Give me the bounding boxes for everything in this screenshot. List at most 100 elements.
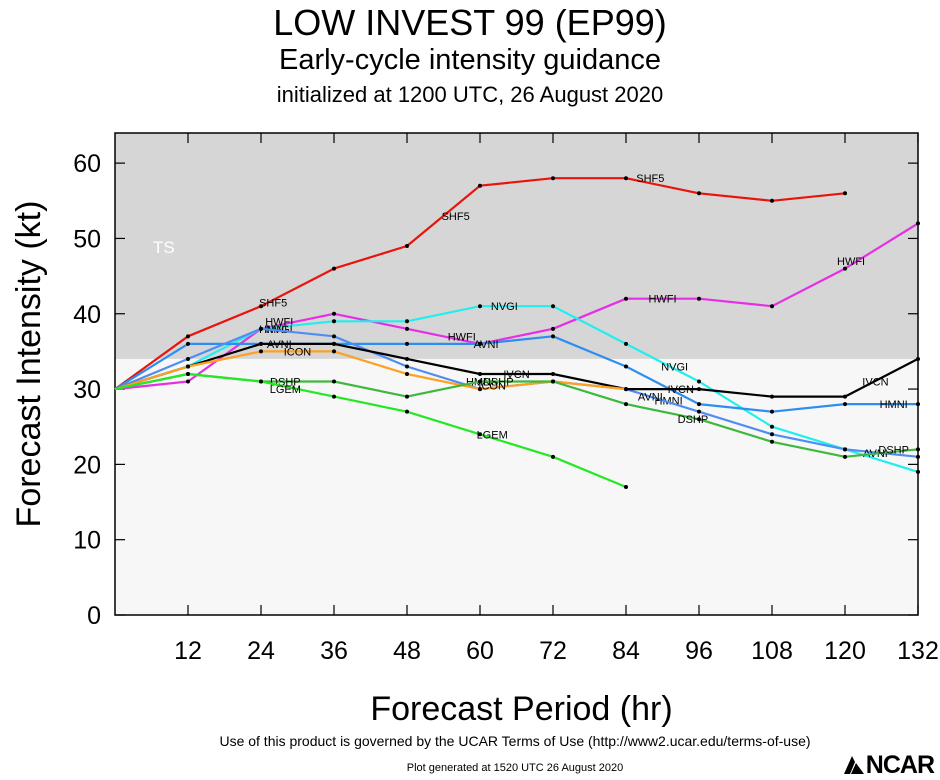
data-point-icon <box>186 364 190 369</box>
data-point-lgem <box>624 484 628 489</box>
data-point-hmni <box>843 402 847 407</box>
intensity-band-0 <box>115 133 918 359</box>
series-label-hmni: HMNI <box>880 399 908 411</box>
data-point-avni <box>405 364 409 369</box>
series-label-hwfi: HWFI <box>648 294 676 306</box>
y-tick-label: 40 <box>73 301 101 329</box>
data-point-ivcn <box>916 356 920 361</box>
series-line-ivcn <box>114 342 919 398</box>
data-point-dshp <box>551 379 555 384</box>
data-point-dshp <box>405 394 409 399</box>
data-point-hmni <box>478 341 482 346</box>
data-point-shf5 <box>332 266 336 271</box>
data-point-hwfi <box>332 311 336 316</box>
data-point-nvgi <box>551 304 555 309</box>
series-line-hmni <box>114 335 918 413</box>
data-point-ivcn <box>405 356 409 361</box>
chart-subtitle: Early-cycle intensity guidance <box>278 44 661 76</box>
data-point-shf5 <box>478 183 482 188</box>
series-line-nvgi <box>114 305 919 473</box>
series-label-icon: ICON <box>284 346 312 358</box>
data-point-avni <box>770 432 774 437</box>
data-point-avni <box>916 454 920 459</box>
series-label-shf5: SHF5 <box>442 211 470 223</box>
series-label-avni: AVNI <box>474 339 499 351</box>
data-point-lgem <box>332 394 336 399</box>
series-line-lgem <box>114 372 627 489</box>
series-label-shf5: SHF5 <box>259 297 287 309</box>
data-point-hwfi <box>405 326 409 331</box>
data-point-hwfi <box>624 296 628 301</box>
data-point-nvgi <box>405 319 409 324</box>
series-label-nvgi: NVGI <box>661 361 688 373</box>
data-point-hwfi <box>843 266 847 271</box>
data-point-hwfi <box>186 379 190 384</box>
series-lgem: LGEM LGEM <box>114 372 628 489</box>
y-tick-label: 30 <box>73 376 101 404</box>
data-point-ivcn <box>770 394 774 399</box>
series-label-dshp: DSHP <box>483 377 514 389</box>
intensity-chart: TS 0 10 20 30 40 50 60 12 24 36 48 60 72 84 96 108 120 132… <box>10 132 939 728</box>
data-point-nvgi <box>478 304 482 309</box>
data-point-lgem <box>551 454 555 459</box>
data-point-lgem <box>405 409 409 414</box>
terms-of-use-text: Use of this product is governed by the U… <box>219 733 811 749</box>
series-shf5: SHF5 SHF5 SHF5 <box>114 173 847 390</box>
data-point-dshp <box>478 379 482 384</box>
data-point-ivcn <box>697 387 701 392</box>
series-label-shf5: SHF5 <box>636 173 664 185</box>
data-point-ivcn <box>843 394 847 399</box>
series-label-icon: ICON <box>478 380 506 392</box>
data-point-shf5 <box>405 243 409 248</box>
data-point-icon <box>259 349 263 354</box>
series-label-hwfi: HWFI <box>837 256 865 268</box>
data-point-nvgi <box>770 424 774 429</box>
data-point-shf5 <box>843 191 847 196</box>
ncar-logo: NCAR <box>842 750 935 779</box>
data-point-dshp <box>624 402 628 407</box>
series-label-lgem: LGEM <box>270 384 301 396</box>
data-point-hwfi <box>697 296 701 301</box>
series-label-nvgi: NVGI <box>491 301 518 313</box>
x-axis-label: Forecast Period (hr) <box>370 690 672 728</box>
data-point-shf5 <box>551 176 555 181</box>
data-point-dshp <box>770 439 774 444</box>
x-tick-label: 12 <box>174 637 202 665</box>
data-point-dshp <box>332 379 336 384</box>
series-label-ivcn: IVCN <box>503 369 529 381</box>
data-point-hmni <box>405 341 409 346</box>
series-label-avni: AVNI <box>638 392 663 404</box>
plot-frame <box>114 132 919 616</box>
data-point-hmni <box>551 334 555 339</box>
x-tick-label: 36 <box>320 637 348 665</box>
series-line-icon <box>114 350 627 391</box>
x-tick-label: 108 <box>751 637 793 665</box>
data-point-hmni <box>697 402 701 407</box>
y-tick-label: 20 <box>73 451 101 479</box>
y-axis-label: Forecast Intensity (kt) <box>10 201 48 528</box>
y-tick-label: 50 <box>73 225 101 253</box>
data-point-hwfi <box>551 326 555 331</box>
series-label-lgem: LGEM <box>477 429 508 441</box>
data-point-ivcn <box>332 341 336 346</box>
data-point-lgem <box>186 372 190 376</box>
data-point-nvgi <box>697 379 701 384</box>
data-point-hmni <box>916 402 920 407</box>
intensity-band-1 <box>115 358 918 615</box>
x-tick-label: 96 <box>685 637 713 665</box>
series-label-dshp: DSHP <box>878 444 909 456</box>
series-line-hwfi <box>114 222 919 391</box>
data-point-avni <box>697 409 701 414</box>
y-tick-label: 0 <box>87 602 101 630</box>
series-icon: ICON ICON <box>114 346 628 392</box>
data-point-ivcn <box>478 372 482 376</box>
series-label-dshp: DSHP <box>678 414 709 426</box>
data-point-icon <box>624 387 628 392</box>
data-point-icon <box>405 372 409 376</box>
data-point-hwfi <box>770 304 774 309</box>
data-point-avni <box>843 447 847 452</box>
ncar-logo-text: NCAR <box>865 750 935 779</box>
data-point-lgem <box>259 379 263 384</box>
